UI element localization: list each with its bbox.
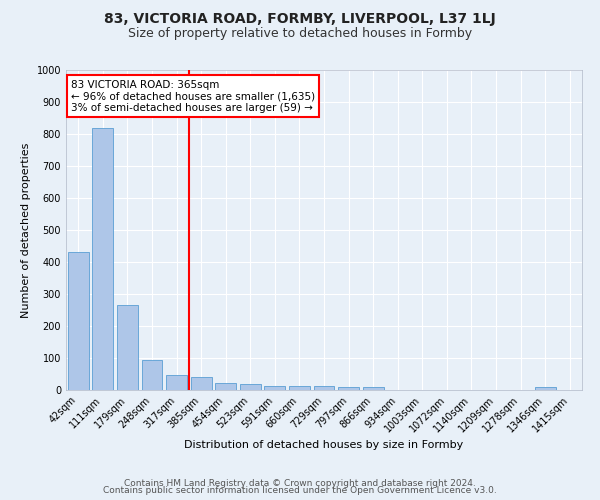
Bar [240, 384, 261, 390]
Text: Contains public sector information licensed under the Open Government Licence v3: Contains public sector information licen… [103, 486, 497, 495]
Text: Contains HM Land Registry data © Crown copyright and database right 2024.: Contains HM Land Registry data © Crown c… [124, 478, 476, 488]
Y-axis label: Number of detached properties: Number of detached properties [21, 142, 31, 318]
Bar [314, 386, 334, 390]
Bar [265, 386, 286, 390]
Bar [289, 386, 310, 390]
Bar [117, 305, 138, 390]
Bar [92, 128, 113, 390]
Bar [142, 360, 163, 390]
Bar [362, 388, 383, 390]
Bar [215, 383, 236, 390]
Text: 83 VICTORIA ROAD: 365sqm
← 96% of detached houses are smaller (1,635)
3% of semi: 83 VICTORIA ROAD: 365sqm ← 96% of detach… [71, 80, 315, 113]
Bar [338, 388, 359, 390]
Bar [191, 376, 212, 390]
Bar [535, 387, 556, 390]
Text: 83, VICTORIA ROAD, FORMBY, LIVERPOOL, L37 1LJ: 83, VICTORIA ROAD, FORMBY, LIVERPOOL, L3… [104, 12, 496, 26]
Bar [166, 375, 187, 390]
Bar [68, 252, 89, 390]
X-axis label: Distribution of detached houses by size in Formby: Distribution of detached houses by size … [184, 440, 464, 450]
Text: Size of property relative to detached houses in Formby: Size of property relative to detached ho… [128, 28, 472, 40]
